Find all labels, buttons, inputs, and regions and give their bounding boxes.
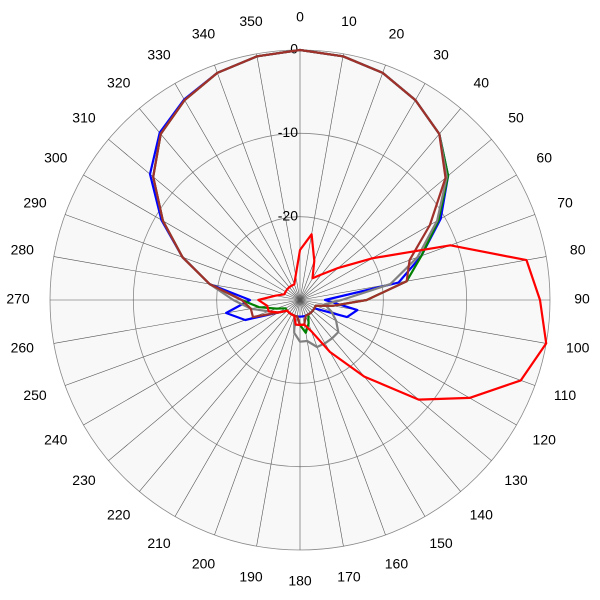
spoke: [299, 299, 426, 517]
r-tick-label: 0: [290, 41, 298, 57]
spoke: [256, 53, 301, 301]
spoke: [299, 299, 461, 492]
spoke: [53, 256, 301, 301]
angle-label: 220: [107, 507, 131, 523]
spoke: [299, 108, 461, 301]
angle-label: 90: [574, 291, 590, 307]
angle-label: 300: [44, 150, 68, 166]
angle-label: 240: [44, 432, 68, 448]
angle-label: 290: [23, 194, 47, 210]
angle-label: 340: [192, 26, 216, 42]
angle-label: 230: [72, 472, 96, 488]
angle-label: 80: [570, 242, 586, 258]
angle-label: 320: [107, 75, 131, 91]
angle-label: 170: [337, 568, 361, 584]
angle-label: 40: [473, 75, 489, 91]
spoke: [256, 299, 301, 547]
angle-label: 30: [433, 46, 449, 62]
spoke: [299, 174, 517, 301]
spoke: [299, 139, 492, 301]
angle-label: 70: [557, 194, 573, 210]
angle-label: 140: [470, 507, 494, 523]
angle-label: 110: [554, 387, 577, 403]
r-tick-label: -10: [278, 124, 298, 140]
spoke: [299, 299, 492, 461]
angle-label: 180: [288, 573, 312, 589]
angle-label: 200: [192, 556, 216, 572]
angle-label: 350: [239, 13, 263, 29]
spoke: [299, 256, 547, 301]
angle-label: 330: [147, 46, 171, 62]
spoke: [139, 108, 301, 301]
spoke: [299, 299, 386, 536]
spoke: [64, 299, 301, 386]
spoke: [108, 299, 301, 461]
spoke: [83, 174, 301, 301]
spoke: [174, 299, 301, 517]
angle-label: 250: [23, 387, 47, 403]
angle-label: 120: [533, 432, 557, 448]
angle-label: 130: [504, 472, 528, 488]
spoke: [174, 83, 301, 301]
spoke: [83, 299, 301, 426]
angle-label: 20: [389, 26, 405, 42]
spoke: [299, 83, 426, 301]
spoke: [299, 299, 547, 344]
spoke: [214, 299, 301, 536]
r-tick-label: -20: [278, 207, 298, 223]
angle-label: 280: [11, 242, 35, 258]
angle-label: 0: [296, 9, 304, 25]
angle-label: 150: [429, 535, 453, 551]
angle-label: 10: [341, 13, 357, 29]
angle-label: 310: [72, 109, 96, 125]
angle-label: 210: [147, 535, 171, 551]
angle-label: 270: [6, 291, 30, 307]
spoke: [214, 64, 301, 301]
spoke: [139, 299, 301, 492]
angle-label: 100: [566, 340, 590, 356]
angle-label: 160: [385, 556, 409, 572]
angle-label: 190: [239, 568, 263, 584]
series-line: [148, 48, 450, 322]
angle-label: 60: [536, 150, 552, 166]
spoke: [299, 53, 344, 301]
series-line: [257, 233, 548, 401]
spoke: [108, 139, 301, 301]
angle-label: 50: [508, 109, 524, 125]
angle-label: 260: [11, 340, 35, 356]
